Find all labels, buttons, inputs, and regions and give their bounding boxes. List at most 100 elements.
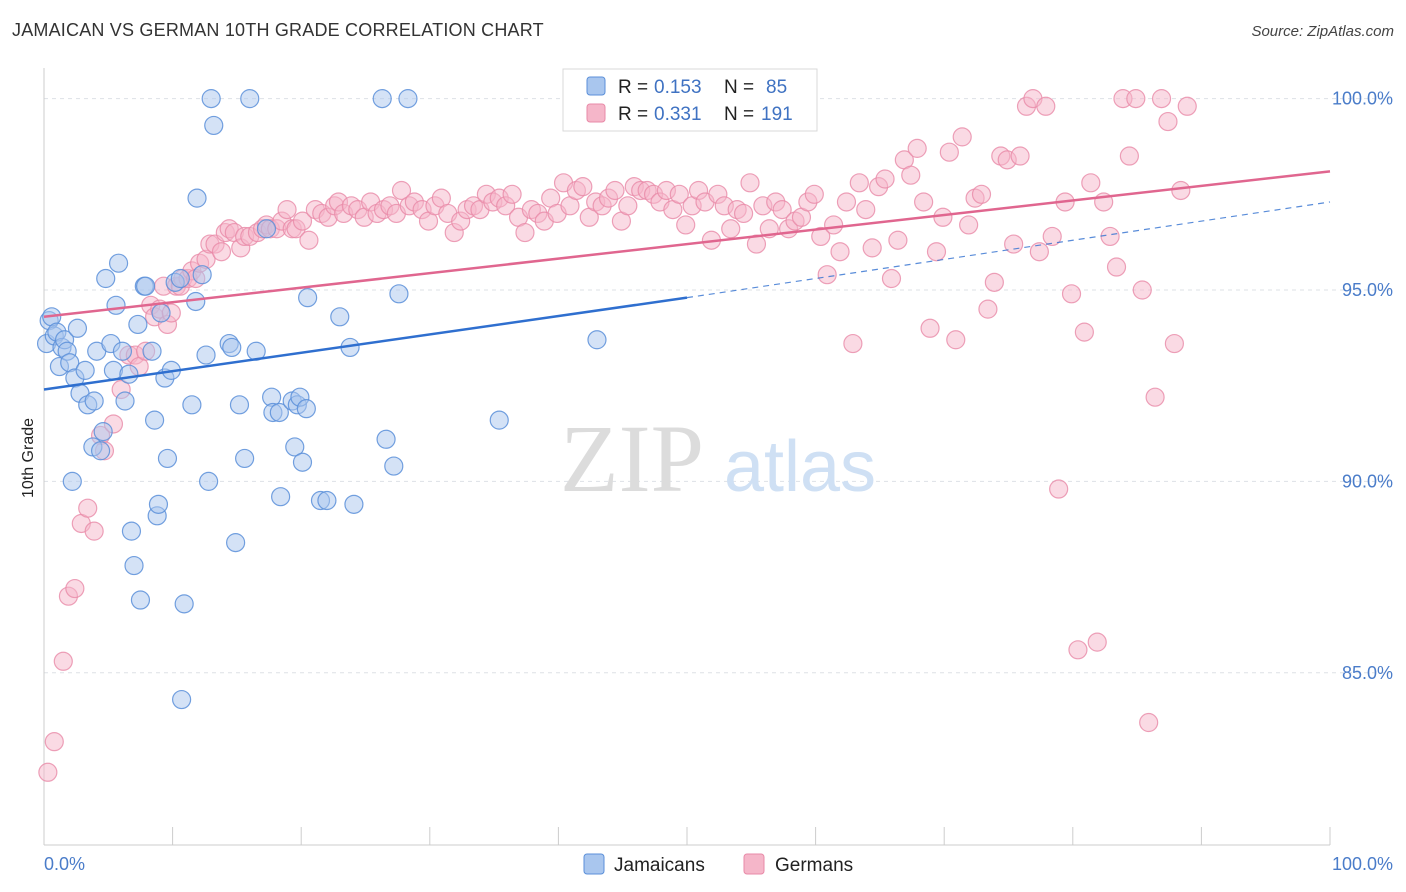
jamaican-point xyxy=(84,391,104,411)
german-point xyxy=(817,265,837,285)
german-point xyxy=(971,184,992,204)
german-point xyxy=(676,215,696,235)
germans-trend-line xyxy=(43,170,1331,319)
y-tick-label: 95.0% xyxy=(1342,280,1393,300)
german-point xyxy=(38,762,58,782)
german-point xyxy=(721,219,741,239)
german-point xyxy=(830,242,850,262)
y-tick-labels: 85.0% 90.0% 95.0% 100.0% xyxy=(1332,89,1393,683)
german-point xyxy=(836,192,857,212)
jamaican-point xyxy=(271,487,291,507)
german-point xyxy=(1151,89,1172,109)
legend-r-value-germans: 0.331 xyxy=(654,104,702,125)
german-point xyxy=(515,222,535,243)
jamaican-point xyxy=(240,89,260,109)
jamaican-point xyxy=(204,115,224,136)
jamaican-point xyxy=(298,288,318,308)
jamaican-point xyxy=(75,360,95,380)
german-point xyxy=(1068,640,1088,660)
jamaican-point xyxy=(344,494,364,514)
legend-n-label-jamaicans: N = xyxy=(724,77,754,98)
jamaican-point xyxy=(174,594,194,614)
germans-points xyxy=(38,89,1197,782)
legend-n-value-germans: 191 xyxy=(761,104,793,125)
chart-title: JAMAICAN VS GERMAN 10TH GRADE CORRELATIO… xyxy=(12,20,544,40)
jamaican-point xyxy=(196,345,216,365)
jamaican-point xyxy=(124,555,144,576)
watermark-atlas: atlas xyxy=(724,427,876,507)
german-point xyxy=(733,203,754,224)
jamaicans-trend-line xyxy=(43,296,688,391)
german-point xyxy=(84,521,104,541)
german-point xyxy=(984,272,1004,292)
watermark: ZIP atlas xyxy=(560,405,876,512)
jamaican-point xyxy=(292,452,313,472)
german-point xyxy=(740,173,760,193)
y-tick-label: 100.0% xyxy=(1332,89,1393,109)
german-point xyxy=(391,180,412,201)
german-point xyxy=(211,242,232,262)
german-point xyxy=(933,207,953,227)
y-axis-label: 10th Grade xyxy=(20,418,37,498)
german-point xyxy=(901,165,921,185)
german-point xyxy=(1049,479,1069,499)
jamaican-point xyxy=(235,448,255,469)
german-point xyxy=(1139,712,1159,733)
jamaicans-points xyxy=(36,89,607,710)
german-point xyxy=(1145,387,1165,407)
jamaican-point xyxy=(192,265,212,285)
german-point xyxy=(1074,322,1094,342)
german-point xyxy=(978,299,998,319)
german-point xyxy=(952,127,972,147)
jamaican-point xyxy=(587,330,607,350)
german-point xyxy=(1164,333,1184,354)
jamaican-point xyxy=(112,341,133,361)
german-point xyxy=(1119,146,1139,166)
jamaican-point xyxy=(115,391,135,411)
jamaican-point xyxy=(256,219,277,239)
german-point xyxy=(618,196,638,216)
legend-swatch-germans xyxy=(586,103,606,123)
german-point xyxy=(1158,111,1178,132)
german-point xyxy=(804,184,824,204)
german-point xyxy=(920,318,940,338)
german-point xyxy=(502,184,522,204)
jamaican-point xyxy=(389,284,409,304)
german-point xyxy=(1126,89,1146,109)
jamaican-point xyxy=(201,89,221,109)
jamaican-point xyxy=(172,689,192,710)
jamaican-point xyxy=(296,399,316,419)
german-point xyxy=(1036,96,1056,116)
jamaican-point xyxy=(119,364,139,384)
y-tick-label: 90.0% xyxy=(1342,471,1393,491)
jamaican-point xyxy=(144,410,165,430)
series-legend: Jamaicans Germans xyxy=(583,853,853,876)
german-point xyxy=(573,177,593,197)
jamaican-point xyxy=(182,395,202,415)
german-point xyxy=(1042,226,1062,247)
jamaican-point xyxy=(384,456,404,476)
trend-lines xyxy=(43,170,1331,391)
jamaican-point xyxy=(121,521,142,541)
german-point xyxy=(1029,242,1049,262)
jamaicans-trend-extension xyxy=(686,201,1331,299)
gridlines xyxy=(44,98,1390,674)
jamaican-point xyxy=(93,422,113,442)
jamaican-point xyxy=(372,89,392,109)
german-point xyxy=(926,242,947,262)
jamaican-point xyxy=(376,429,396,449)
german-point xyxy=(811,226,831,247)
german-point xyxy=(824,215,844,235)
jamaican-point xyxy=(285,437,305,457)
jamaican-point xyxy=(222,337,242,358)
x-tick-label-max: 100.0% xyxy=(1332,854,1393,874)
german-point xyxy=(946,330,966,350)
german-point xyxy=(1100,226,1120,247)
german-point xyxy=(772,200,792,220)
y-tick-label: 85.0% xyxy=(1342,663,1393,683)
german-point xyxy=(1081,173,1101,193)
jamaican-point xyxy=(135,276,156,296)
german-point xyxy=(875,169,895,189)
german-point xyxy=(65,578,85,599)
